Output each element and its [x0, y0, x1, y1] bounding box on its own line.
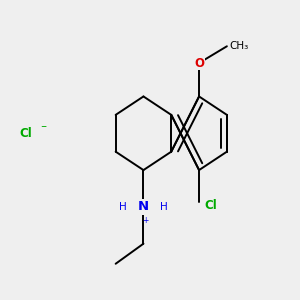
Text: H: H — [160, 202, 168, 212]
Text: ⁻: ⁻ — [40, 123, 47, 136]
Text: Cl: Cl — [19, 127, 32, 140]
Text: N: N — [138, 200, 149, 213]
Text: CH₃: CH₃ — [230, 41, 249, 51]
Text: +: + — [142, 216, 148, 225]
Text: H: H — [119, 202, 127, 212]
Text: O: O — [194, 56, 204, 70]
Text: Cl: Cl — [204, 199, 217, 212]
